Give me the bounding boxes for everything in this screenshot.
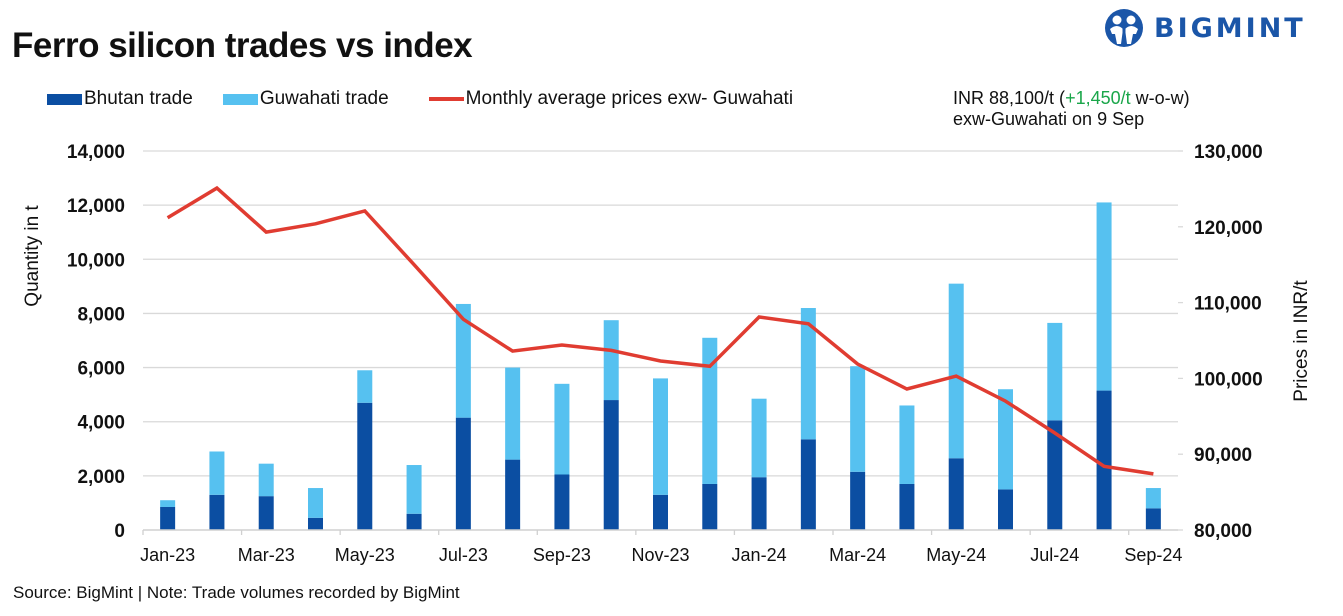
x-tick-label: Jul-24 [1030, 545, 1079, 565]
bar-guwahati-trade [899, 405, 915, 484]
bar-bhutan-trade [505, 459, 521, 530]
bar-guwahati-trade [603, 320, 619, 401]
bar-bhutan-trade [308, 517, 323, 530]
x-tick-label: Nov-23 [631, 545, 689, 565]
bar-guwahati-trade [455, 303, 471, 418]
bar-bhutan-trade [406, 513, 422, 530]
y-tick-label: 12,000 [67, 196, 125, 217]
annotation-price: INR 88,100/t ( [953, 88, 1066, 108]
bar-bhutan-trade [258, 496, 274, 530]
legend-swatch-guwahati [222, 93, 258, 105]
bar-guwahati-trade [998, 389, 1013, 490]
legend-item-bhutan-trade: Bhutan trade [47, 88, 193, 110]
x-tick-label: May-23 [335, 545, 395, 565]
bar-guwahati-trade [308, 488, 323, 518]
y2-axis-label: Prices in INR/t [1291, 280, 1312, 402]
legend-item-guwahati-trade: Guwahati trade [222, 88, 389, 110]
bar-guwahati-trade [554, 383, 570, 475]
y2-tick-label: 110,000 [1194, 294, 1262, 315]
bar-guwahati-trade [258, 463, 274, 497]
legend-item-monthly-price: Monthly average prices exw- Guwahati [428, 88, 794, 110]
x-tick-label: Jul-23 [439, 545, 488, 565]
bar-bhutan-trade [1047, 420, 1063, 530]
axes: 0 2,000 4,000 6,000 8,000 10,000 12,000 14,000 8… [67, 142, 1263, 565]
annotation-line-1: INR 88,100/t (+1,450/t w-o-w) [953, 88, 1190, 109]
bar-guwahati-trade [702, 337, 718, 484]
bar-guwahati-trade [1145, 488, 1161, 509]
bigmint-people-logo-icon [1105, 9, 1143, 47]
legend: Bhutan trade Guwahati trade Monthly aver… [47, 88, 823, 110]
legend-label: Guwahati trade [259, 88, 389, 109]
y2-tick-label: 130,000 [1194, 142, 1263, 163]
annotation-suffix: w-o-w) [1130, 88, 1190, 108]
legend-swatch-bhutan [47, 93, 82, 105]
y-tick-label: 10,000 [67, 250, 125, 271]
logo-text: BIGMINT [1154, 12, 1306, 44]
bar-guwahati-trade [800, 308, 816, 440]
bar-bhutan-trade [899, 483, 915, 530]
legend-swatch-price-line [428, 97, 464, 101]
bar-bhutan-trade [209, 494, 225, 530]
bar-bhutan-trade [702, 483, 718, 530]
bar-bhutan-trade [751, 477, 767, 530]
x-tick-label: Mar-24 [829, 545, 886, 565]
bar-guwahati-trade [406, 465, 422, 514]
bar-bhutan-trade [1096, 390, 1112, 530]
y2-tick-label: 100,000 [1194, 369, 1263, 390]
x-tick-label: Jan-24 [732, 545, 787, 565]
bar-bhutan-trade [160, 506, 176, 530]
bar-guwahati-trade [505, 367, 521, 460]
bar-bhutan-trade [850, 471, 866, 530]
bar-guwahati-trade [160, 500, 176, 507]
bar-bhutan-trade [1145, 508, 1161, 530]
x-tick-label: Sep-24 [1124, 545, 1182, 565]
source-note: Source: BigMint | Note: Trade volumes re… [13, 583, 460, 602]
annotation-change: +1,450/t [1065, 88, 1131, 108]
y-tick-label: 6,000 [77, 359, 125, 380]
bar-guwahati-trade [1047, 322, 1063, 421]
legend-label: Bhutan trade [84, 88, 193, 109]
bar-bhutan-trade [948, 458, 964, 530]
x-tick-label: May-24 [926, 545, 986, 565]
bar-bhutan-trade [554, 474, 570, 530]
y2-tick-label: 90,000 [1194, 445, 1252, 466]
bar-guwahati-trade [1096, 202, 1112, 391]
y-tick-label: 2,000 [77, 467, 125, 488]
chart-title: Ferro silicon trades vs index [12, 26, 473, 65]
x-tick-label: Jan-23 [140, 545, 195, 565]
bar-guwahati-trade [357, 370, 373, 403]
bar-guwahati-trade [653, 378, 668, 495]
price-line [166, 185, 1154, 476]
legend-label: Monthly average prices exw- Guwahati [465, 88, 794, 109]
y2-tick-label: 80,000 [1194, 521, 1252, 542]
annotation-line-2: exw-Guwahati on 9 Sep [953, 109, 1145, 129]
bar-bhutan-trade [603, 400, 619, 530]
y2-tick-label: 120,000 [1194, 218, 1263, 239]
y-axis-label: Quantity in t [22, 205, 43, 307]
price-annotation: INR 88,100/t (+1,450/t w-o-w) exw-Guwaha… [953, 88, 1190, 130]
bar-guwahati-trade [850, 366, 866, 472]
bar-guwahati-trade [209, 451, 225, 495]
y-tick-label: 0 [114, 521, 125, 542]
x-tick-label: Mar-23 [238, 545, 295, 565]
bar-bhutan-trade [800, 439, 816, 530]
bar-guwahati-trade [751, 398, 767, 478]
bars [160, 202, 1161, 530]
y-tick-label: 4,000 [77, 413, 125, 434]
y-tick-label: 8,000 [77, 304, 125, 325]
price-line-path [166, 185, 1154, 476]
bar-bhutan-trade [653, 494, 668, 530]
bar-guwahati-trade [948, 283, 964, 459]
bigmint-logo: BIGMINT [1104, 8, 1306, 48]
x-tick-label: Sep-23 [533, 545, 591, 565]
y-tick-label: 14,000 [67, 142, 125, 163]
bar-bhutan-trade [998, 489, 1013, 530]
bar-bhutan-trade [455, 417, 471, 530]
bar-bhutan-trade [357, 402, 373, 530]
